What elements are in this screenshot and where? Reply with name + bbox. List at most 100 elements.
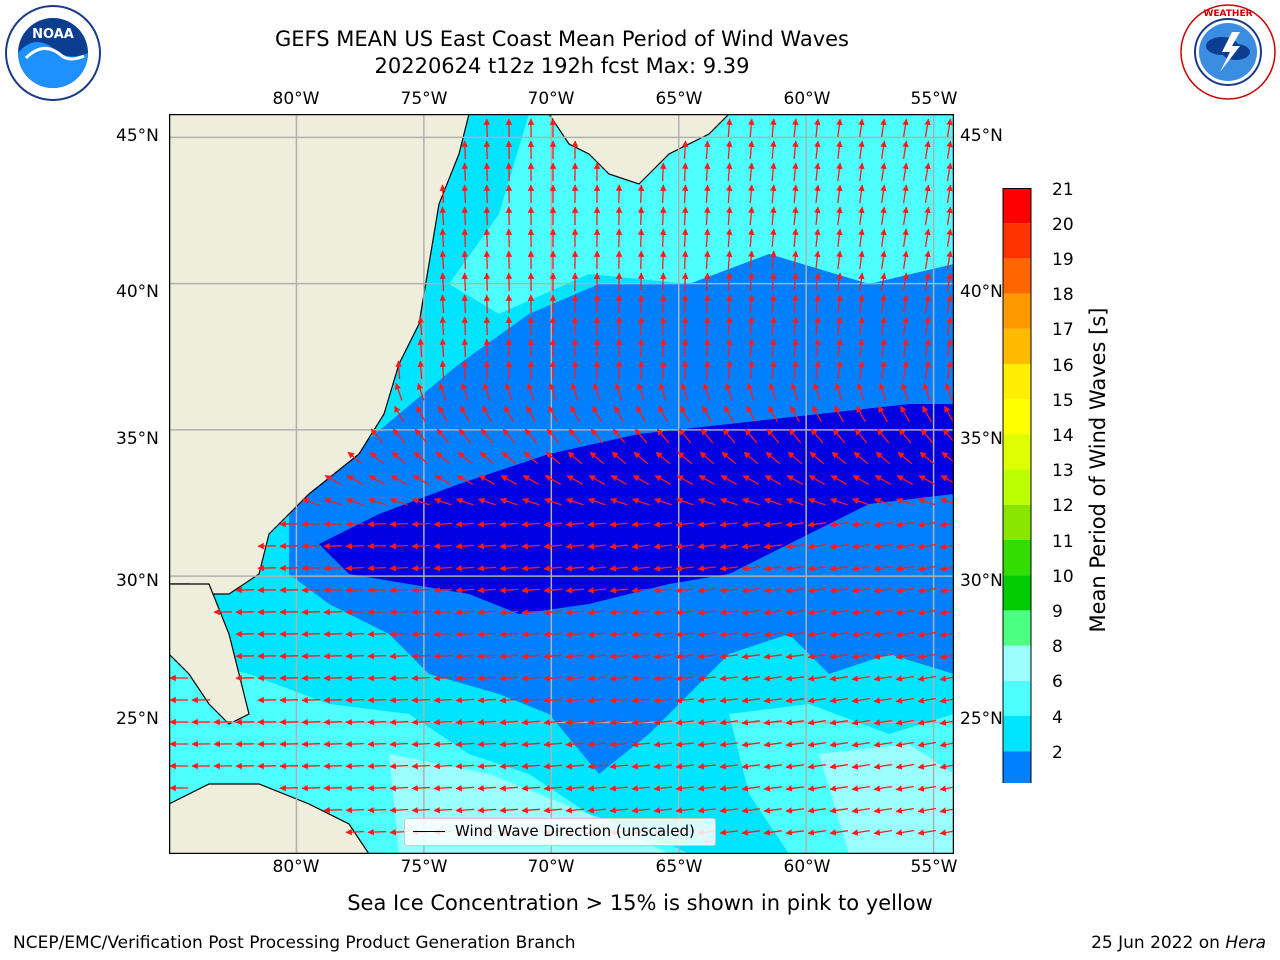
wave-direction-arrow — [439, 228, 447, 248]
wave-direction-arrow — [851, 565, 871, 572]
wave-direction-arrow — [345, 542, 365, 550]
wave-direction-arrow — [565, 675, 585, 682]
wave-direction-arrow — [719, 741, 738, 748]
lon-label-bottom-65w: 65°W — [655, 857, 703, 877]
wave-direction-arrow — [323, 674, 343, 682]
wave-direction-arrow — [748, 316, 755, 336]
wave-direction-arrow — [681, 360, 689, 380]
wave-direction-arrow — [807, 653, 826, 660]
wave-direction-arrow — [856, 405, 866, 423]
wave-direction-arrow — [637, 316, 645, 336]
lon-label-top-75w: 75°W — [400, 89, 448, 109]
wave-direction-arrow — [675, 497, 694, 506]
wave-direction-arrow — [880, 206, 887, 225]
wave-direction-arrow — [587, 653, 607, 660]
wave-direction-arrow — [456, 475, 474, 485]
wave-direction-arrow — [829, 543, 848, 550]
wave-direction-arrow — [565, 763, 585, 770]
wave-direction-arrow — [565, 807, 585, 814]
wave-direction-arrow — [675, 587, 694, 594]
wave-direction-arrow — [719, 829, 738, 836]
wave-direction-arrow — [477, 542, 497, 550]
wave-direction-arrow — [411, 674, 431, 682]
wave-direction-arrow — [483, 206, 491, 226]
wave-direction-arrow — [521, 697, 541, 704]
wave-direction-arrow — [631, 807, 651, 814]
wave-direction-arrow — [851, 719, 871, 726]
wave-direction-arrow — [832, 428, 846, 444]
wave-direction-arrow — [634, 428, 648, 444]
wave-direction-arrow — [946, 118, 953, 138]
wave-direction-arrow — [834, 405, 844, 423]
wave-direction-arrow — [631, 497, 650, 506]
wave-direction-arrow — [722, 428, 736, 444]
colorbar-tick-9: 9 — [1052, 602, 1063, 622]
wave-direction-arrow — [301, 520, 321, 528]
wave-direction-arrow — [592, 405, 602, 423]
wave-direction-arrow — [675, 763, 694, 770]
wave-direction-arrow — [814, 294, 821, 313]
wave-direction-arrow — [675, 785, 694, 792]
wave-direction-arrow — [703, 316, 711, 336]
wave-direction-arrow — [939, 675, 954, 682]
wave-direction-arrow — [681, 250, 689, 270]
wave-direction-arrow — [438, 382, 447, 401]
wave-direction-arrow — [858, 316, 865, 335]
wave-direction-arrow — [675, 543, 694, 550]
wave-direction-arrow — [785, 719, 804, 726]
wave-direction-arrow — [521, 543, 541, 550]
wave-direction-arrow — [726, 184, 733, 204]
wave-direction-arrow — [873, 521, 893, 528]
colorbar-segment — [1003, 469, 1031, 505]
wave-direction-arrow — [748, 250, 755, 270]
wave-direction-arrow — [345, 762, 365, 770]
wave-direction-arrow — [524, 428, 538, 444]
wave-direction-arrow — [587, 543, 607, 550]
wave-direction-arrow — [900, 405, 910, 423]
wave-direction-arrow — [851, 587, 871, 594]
wave-direction-arrow — [741, 543, 760, 550]
wave-direction-arrow — [719, 565, 738, 572]
wave-direction-arrow — [763, 763, 782, 770]
wave-direction-arrow — [814, 228, 821, 247]
wave-direction-arrow — [766, 428, 780, 444]
wave-direction-arrow — [477, 630, 497, 638]
wave-direction-arrow — [924, 360, 931, 380]
wave-direction-arrow — [851, 609, 871, 616]
colorbar-segment — [1003, 399, 1031, 435]
wave-direction-arrow — [726, 272, 733, 292]
wave-direction-arrow — [543, 763, 563, 770]
lat-label-left-30n: 30°N — [116, 571, 159, 591]
wave-direction-arrow — [367, 497, 386, 506]
wave-direction-arrow — [924, 294, 931, 314]
wave-direction-arrow — [659, 316, 667, 336]
wave-direction-arrow — [543, 587, 563, 594]
wave-direction-arrow — [726, 140, 733, 160]
wave-direction-arrow — [814, 162, 821, 181]
wave-direction-arrow — [924, 118, 931, 138]
wave-direction-arrow — [790, 382, 799, 401]
wave-direction-arrow — [858, 184, 865, 203]
wave-direction-arrow — [301, 674, 321, 682]
wave-direction-arrow — [455, 497, 474, 506]
wave-direction-arrow — [609, 587, 629, 594]
wave-direction-arrow — [699, 451, 715, 465]
wave-direction-arrow — [521, 565, 541, 572]
wave-direction-arrow — [461, 338, 469, 358]
colorbar-segment — [1003, 680, 1031, 716]
wave-direction-arrow — [939, 829, 954, 836]
wave-direction-arrow — [785, 565, 804, 572]
wave-direction-arrow — [792, 228, 799, 248]
wave-direction-arrow — [917, 609, 937, 616]
wave-direction-arrow — [521, 497, 540, 506]
wave-direction-arrow — [367, 564, 387, 572]
wave-direction-arrow — [742, 475, 760, 485]
wave-direction-arrow — [764, 475, 782, 485]
wave-direction-arrow — [301, 784, 321, 792]
wave-direction-arrow — [439, 338, 447, 358]
colorbar-segment — [1003, 751, 1031, 783]
wave-direction-arrow — [770, 272, 777, 292]
wave-direction-arrow — [924, 140, 931, 160]
wave-direction-arrow — [763, 653, 782, 660]
wave-direction-arrow — [785, 785, 804, 792]
